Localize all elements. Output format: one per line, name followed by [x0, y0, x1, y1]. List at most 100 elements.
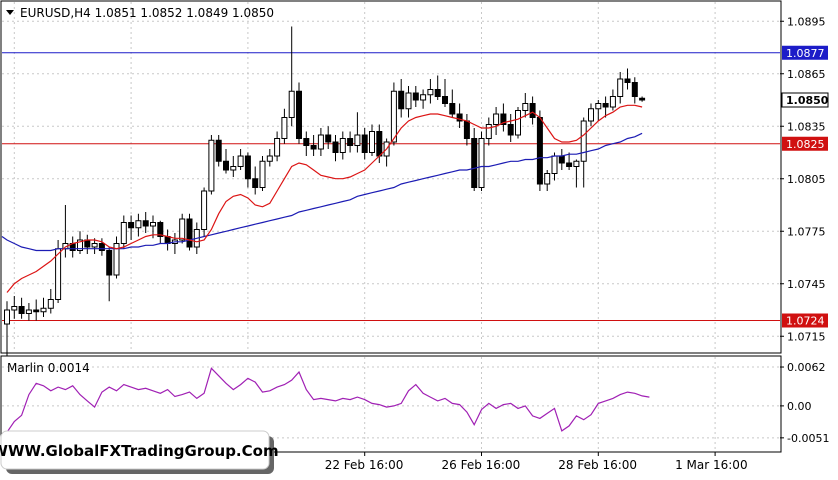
candle-body	[347, 138, 354, 146]
candle-body	[617, 78, 624, 97]
candle-body	[4, 309, 10, 325]
price-tick-label: 1.0895	[787, 15, 826, 28]
candle-body	[354, 134, 361, 146]
candle-body	[310, 145, 317, 150]
candle-body	[288, 90, 295, 118]
candle-body	[142, 220, 149, 227]
candle-body	[252, 178, 259, 188]
candle-body	[186, 218, 193, 248]
candle-body	[281, 117, 288, 139]
candle-body	[325, 134, 332, 143]
time-tick-label: 26 Feb 16:00	[442, 458, 521, 472]
indicator-line	[6, 367, 650, 433]
level-label-box	[782, 136, 828, 151]
candle-body	[376, 131, 383, 157]
candle-body	[84, 239, 91, 248]
candle-body	[369, 131, 375, 153]
candle-body	[98, 243, 105, 251]
level-label-box	[782, 45, 828, 60]
time-axis: 22 Feb 16:00 26 Feb 16:00 28 Feb 16:00 1 Ma…	[325, 452, 748, 472]
candle-body	[33, 309, 40, 313]
time-tick-label: 22 Feb 16:00	[325, 458, 404, 472]
candle-body	[434, 89, 441, 97]
candle-body	[456, 113, 463, 122]
candle-body	[588, 108, 594, 122]
candle-body	[515, 110, 521, 136]
candle-body	[398, 90, 405, 110]
candle-body	[303, 138, 310, 146]
moving-averages	[1, 104, 643, 293]
price-tick-label: 1.0805	[787, 173, 826, 186]
candle-body	[179, 218, 186, 241]
candle-body	[157, 222, 164, 237]
candle-body	[544, 173, 551, 185]
symbol-header: EURUSD,H4 1.0851 1.0852 1.0849 1.0850	[20, 6, 274, 20]
watermark-text: WWW.GlobalFXTradingGroup.Com	[0, 442, 279, 460]
candle-body	[91, 243, 98, 248]
candle-body	[500, 113, 507, 125]
indicator-tick-label: 0.0062	[787, 361, 826, 374]
candle-body	[164, 236, 171, 244]
candle-body	[566, 162, 573, 167]
candle-body	[551, 155, 558, 174]
candle-body	[580, 120, 587, 162]
candle-body	[609, 96, 616, 108]
candle-body	[639, 97, 646, 101]
candle-body	[237, 155, 244, 167]
candle-body	[223, 160, 229, 171]
level-label: 1.0825	[786, 138, 825, 151]
candle-body	[128, 222, 135, 229]
level-labels: 1.0877 1.0825 1.0724 1.0850	[781, 45, 829, 328]
candle-body	[493, 113, 500, 125]
candle-body	[296, 90, 302, 139]
collapse-arrow-icon[interactable]	[6, 10, 14, 15]
current-price-label: 1.0850	[786, 94, 829, 107]
candle-body	[77, 239, 83, 251]
candle-body	[631, 82, 638, 97]
level-label-box	[782, 313, 828, 328]
horizontal-levels	[2, 52, 780, 321]
price-axis: 1.0895 1.0865 1.0835 1.0805 1.0775 1.0745 1.07…	[780, 15, 826, 343]
fast-ma-line	[6, 104, 643, 293]
candle-body	[536, 117, 543, 185]
price-tick-label: 1.0745	[787, 278, 826, 291]
candle-body	[573, 160, 580, 167]
candle-body	[449, 103, 456, 115]
price-tick-label: 1.0715	[787, 330, 826, 343]
price-tick-label: 1.0865	[787, 68, 826, 81]
candle-body	[478, 138, 485, 188]
candle-body	[11, 306, 18, 311]
level-label: 1.0877	[786, 47, 825, 60]
candle-body	[259, 160, 266, 188]
candle-body	[507, 124, 514, 136]
candle-body	[463, 120, 470, 139]
current-price-box	[781, 92, 829, 108]
candle-body	[113, 243, 120, 276]
candle-body	[412, 92, 419, 101]
candle-body	[332, 141, 339, 153]
candle-body	[339, 138, 346, 153]
slow-ma-line	[1, 132, 643, 252]
candle-body	[442, 96, 448, 104]
candle-body	[18, 306, 25, 314]
indicator-tick-label: 0.00	[787, 400, 812, 413]
price-panel: 1.0895 1.0865 1.0835 1.0805 1.0775 1.0745 1.07…	[0, 0, 829, 363]
candle-body	[230, 166, 237, 171]
candle-body	[361, 134, 368, 153]
candle-body	[120, 222, 127, 244]
indicator-title: Marlin 0.0014	[7, 361, 90, 375]
watermark: WWW.GlobalFXTradingGroup.Com	[0, 430, 279, 474]
candle-body	[471, 138, 478, 188]
time-tick-label: 28 Feb 16:00	[558, 458, 637, 472]
candle-body	[106, 250, 113, 276]
candle-body	[244, 155, 251, 180]
candle-body	[25, 309, 32, 314]
candle-body	[529, 103, 536, 118]
candle-body	[47, 299, 54, 309]
candle-body	[317, 134, 324, 150]
time-tick-label: 1 Mar 16:00	[675, 458, 748, 472]
candle-body	[427, 89, 434, 96]
indicator-axis: 0.0062 0.00 -0.0051	[780, 361, 829, 445]
